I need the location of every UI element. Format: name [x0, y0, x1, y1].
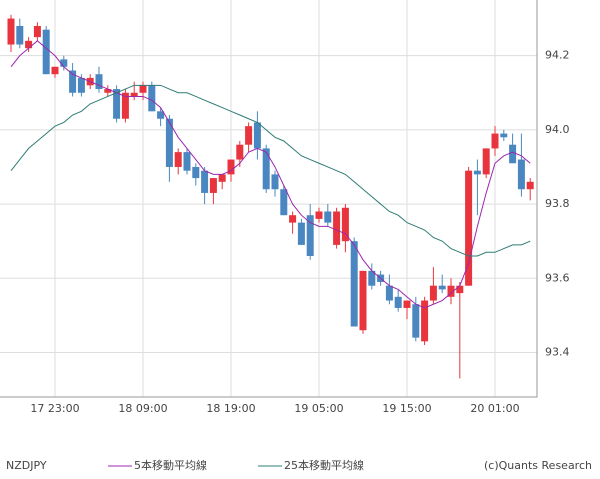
candle-body — [359, 270, 367, 331]
candle-body — [121, 92, 129, 119]
candle-body — [333, 211, 341, 245]
x-tick-label: 20 01:00 — [470, 402, 519, 415]
candle-body — [306, 215, 314, 257]
candle-body — [218, 174, 226, 182]
candle-body — [253, 122, 261, 149]
y-tick-label: 94.0 — [545, 123, 570, 136]
plot-border — [0, 0, 538, 398]
candle-body — [473, 170, 481, 175]
candle-body — [262, 148, 270, 190]
y-tick-label: 93.8 — [545, 197, 570, 210]
y-tick-label: 94.2 — [545, 49, 570, 62]
x-tick-label: 18 19:00 — [206, 402, 255, 415]
candle-body — [227, 159, 235, 175]
candle-body — [157, 111, 165, 119]
candle-body — [341, 207, 349, 242]
candle-body — [438, 285, 446, 290]
candle-body — [500, 133, 508, 138]
candle-body — [456, 285, 464, 294]
candle-body — [429, 285, 437, 301]
candle-body — [289, 215, 297, 223]
x-tick-label: 17 23:00 — [30, 402, 79, 415]
candle-body — [385, 285, 393, 301]
candle-body — [517, 159, 525, 190]
candle-body — [201, 170, 209, 193]
candle-body — [412, 304, 420, 338]
candle-body — [447, 285, 455, 297]
candle-body — [271, 174, 279, 190]
candle-body — [113, 89, 121, 119]
candle-body — [165, 118, 173, 167]
candle-body — [465, 170, 473, 286]
legend-label: 5本移動平均線 — [134, 458, 207, 472]
candle-body — [350, 241, 358, 327]
candle-body — [7, 18, 15, 45]
symbol: NZDJPY — [6, 459, 47, 472]
candle-body — [482, 148, 490, 175]
candle-body — [209, 178, 217, 193]
candle-body — [297, 222, 305, 245]
candle-body — [104, 89, 112, 93]
candle-body — [148, 85, 156, 112]
candle-body — [16, 25, 24, 45]
credit: (c)Quants Research — [484, 459, 592, 472]
candle-body — [183, 152, 191, 171]
candle-body — [139, 85, 147, 93]
candle-body — [394, 296, 402, 308]
y-tick-label: 93.6 — [545, 271, 570, 284]
x-tick-label: 18 09:00 — [118, 402, 167, 415]
moving-average-line — [10, 84, 531, 257]
candle-body — [33, 25, 41, 38]
candle-body — [130, 92, 138, 97]
candle-body — [25, 40, 33, 49]
candle-body — [280, 189, 288, 216]
candle-body — [324, 211, 332, 223]
candle-body — [77, 77, 85, 93]
y-tick-label: 93.4 — [545, 345, 570, 358]
candle-body — [60, 59, 68, 67]
candle-body — [174, 152, 182, 167]
candle-body — [368, 270, 376, 286]
candle-body — [491, 133, 499, 149]
candle-body — [236, 144, 244, 160]
candle-body — [315, 211, 323, 219]
candle-body — [421, 300, 429, 342]
x-tick-label: 19 15:00 — [382, 402, 431, 415]
x-tick-label: 19 05:00 — [294, 402, 343, 415]
candle-body — [42, 29, 50, 75]
candle-body — [245, 126, 253, 145]
candle-body — [69, 70, 77, 93]
legend-label: 25本移動平均線 — [284, 458, 364, 472]
candle-body — [403, 300, 411, 308]
candle-body — [526, 181, 534, 190]
moving-average-line — [10, 40, 531, 309]
candle-body — [51, 66, 59, 75]
candle-body — [509, 144, 517, 164]
candle-body — [95, 74, 103, 90]
candle-body — [192, 166, 200, 179]
